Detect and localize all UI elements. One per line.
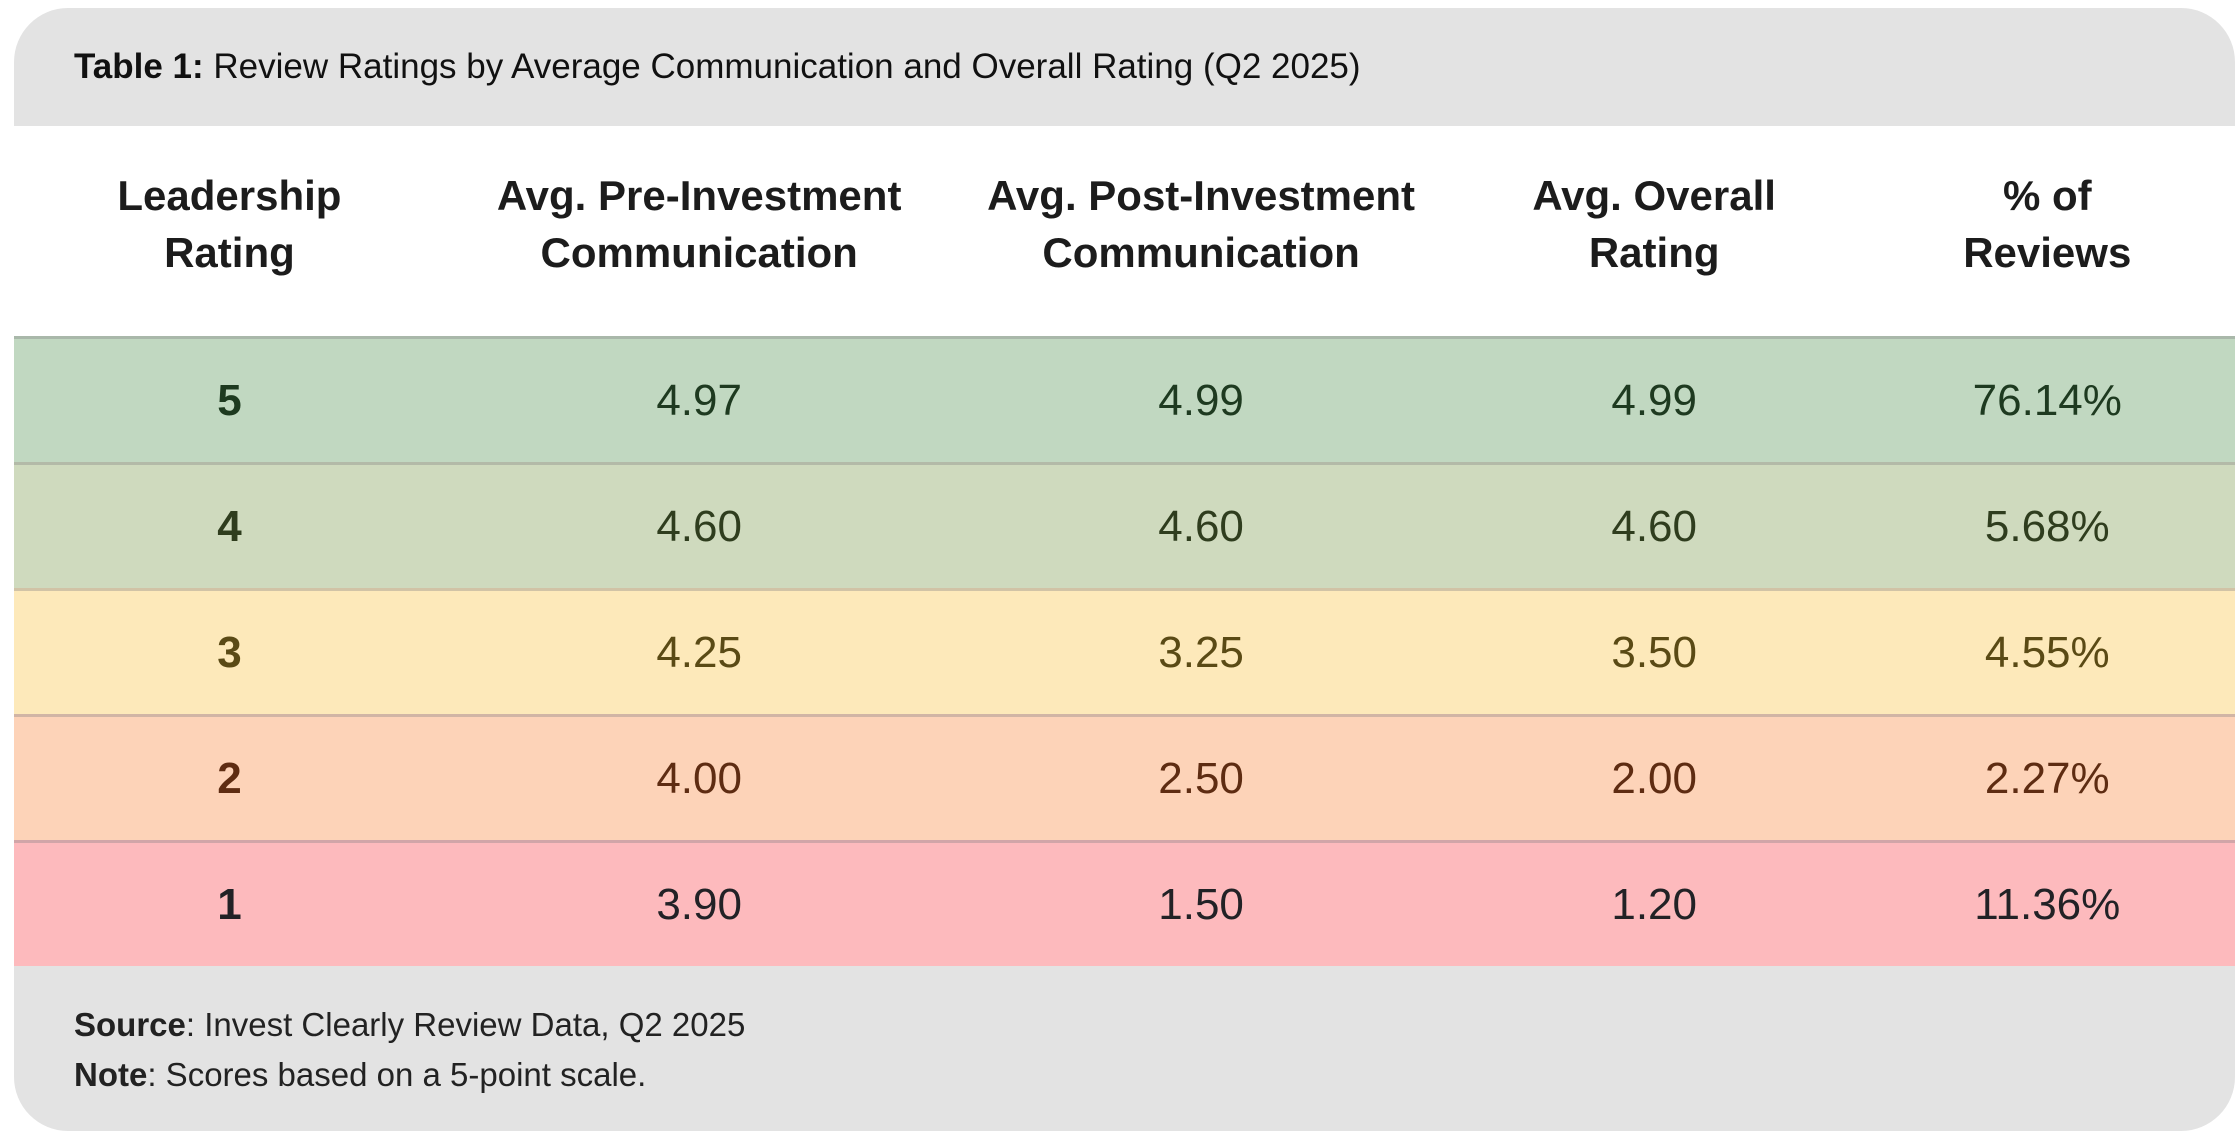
table-row-rating-2: 2 4.00 2.50 2.00 2.27% [14, 714, 2235, 840]
column-header-row: Leadership Rating Avg. Pre-Investment Co… [14, 126, 2235, 336]
pre-investment-cell: 4.25 [656, 627, 742, 677]
overall-rating-cell: 4.60 [1611, 501, 1697, 551]
post-investment-cell: 4.60 [1158, 501, 1244, 551]
pct-of-reviews-cell: 5.68% [1984, 501, 2110, 551]
post-investment-cell: 4.99 [1158, 375, 1244, 425]
header-line: Communication [540, 229, 858, 276]
source-label: Source [74, 1006, 186, 1043]
pre-investment-cell: 4.60 [656, 501, 742, 551]
table-title-text: Review Ratings by Average Communication … [203, 47, 1361, 86]
note-label: Note [74, 1056, 148, 1093]
table-number-label: Table 1: [74, 47, 204, 86]
overall-rating-cell: 1.20 [1611, 879, 1697, 929]
source-line: Source: Invest Clearly Review Data, Q2 2… [74, 1000, 2175, 1050]
pre-investment-cell: 3.90 [656, 879, 742, 929]
leadership-rating-cell: 1 [217, 879, 242, 929]
table-row-rating-1: 1 3.90 1.50 1.20 11.36% [14, 840, 2235, 966]
header-line: Avg. Pre-Investment [496, 172, 902, 219]
post-investment-cell: 3.25 [1158, 627, 1244, 677]
header-line: Rating [1588, 229, 1720, 276]
pct-of-reviews-cell: 4.55% [1984, 627, 2110, 677]
table-footer: Source: Invest Clearly Review Data, Q2 2… [14, 966, 2235, 1131]
leadership-rating-cell: 3 [217, 627, 242, 677]
column-header-overall-rating: Avg. Overall Rating [1449, 167, 1860, 281]
column-header-pct-of-reviews: % of Reviews [1860, 167, 2235, 281]
header-line: Leadership [117, 172, 342, 219]
table-row-rating-4: 4 4.60 4.60 4.60 5.68% [14, 462, 2235, 588]
note-text: : Scores based on a 5-point scale. [147, 1056, 647, 1093]
column-header-leadership-rating: Leadership Rating [14, 167, 445, 281]
overall-rating-cell: 3.50 [1611, 627, 1697, 677]
leadership-rating-cell: 5 [217, 375, 242, 425]
pct-of-reviews-cell: 76.14% [1972, 375, 2122, 425]
leadership-rating-cell: 2 [217, 753, 242, 803]
header-line: Rating [164, 229, 295, 276]
pre-investment-cell: 4.00 [656, 753, 742, 803]
header-line: Communication [1042, 229, 1360, 276]
source-text: : Invest Clearly Review Data, Q2 2025 [185, 1006, 746, 1043]
table-row-rating-5: 5 4.97 4.99 4.99 76.14% [14, 336, 2235, 462]
header-line: Avg. Post-Investment [987, 172, 1416, 219]
pct-of-reviews-cell: 2.27% [1984, 753, 2110, 803]
table-row-rating-3: 3 4.25 3.25 3.50 4.55% [14, 588, 2235, 714]
table-title: Table 1: Review Ratings by Average Commu… [74, 47, 1361, 87]
table-title-bar: Table 1: Review Ratings by Average Commu… [14, 8, 2235, 126]
note-line: Note: Scores based on a 5-point scale. [74, 1050, 2175, 1100]
overall-rating-cell: 2.00 [1611, 753, 1697, 803]
header-line: Reviews [1963, 229, 2132, 276]
column-header-post-investment: Avg. Post-Investment Communication [953, 167, 1448, 281]
header-line: % of [2002, 172, 2092, 219]
column-header-pre-investment: Avg. Pre-Investment Communication [445, 167, 954, 281]
leadership-rating-cell: 4 [217, 501, 242, 551]
overall-rating-cell: 4.99 [1611, 375, 1697, 425]
post-investment-cell: 2.50 [1158, 753, 1244, 803]
pre-investment-cell: 4.97 [656, 375, 742, 425]
ratings-table-card: Table 1: Review Ratings by Average Commu… [14, 8, 2235, 1131]
post-investment-cell: 1.50 [1158, 879, 1244, 929]
pct-of-reviews-cell: 11.36% [1974, 879, 2121, 929]
header-line: Avg. Overall [1532, 172, 1776, 219]
